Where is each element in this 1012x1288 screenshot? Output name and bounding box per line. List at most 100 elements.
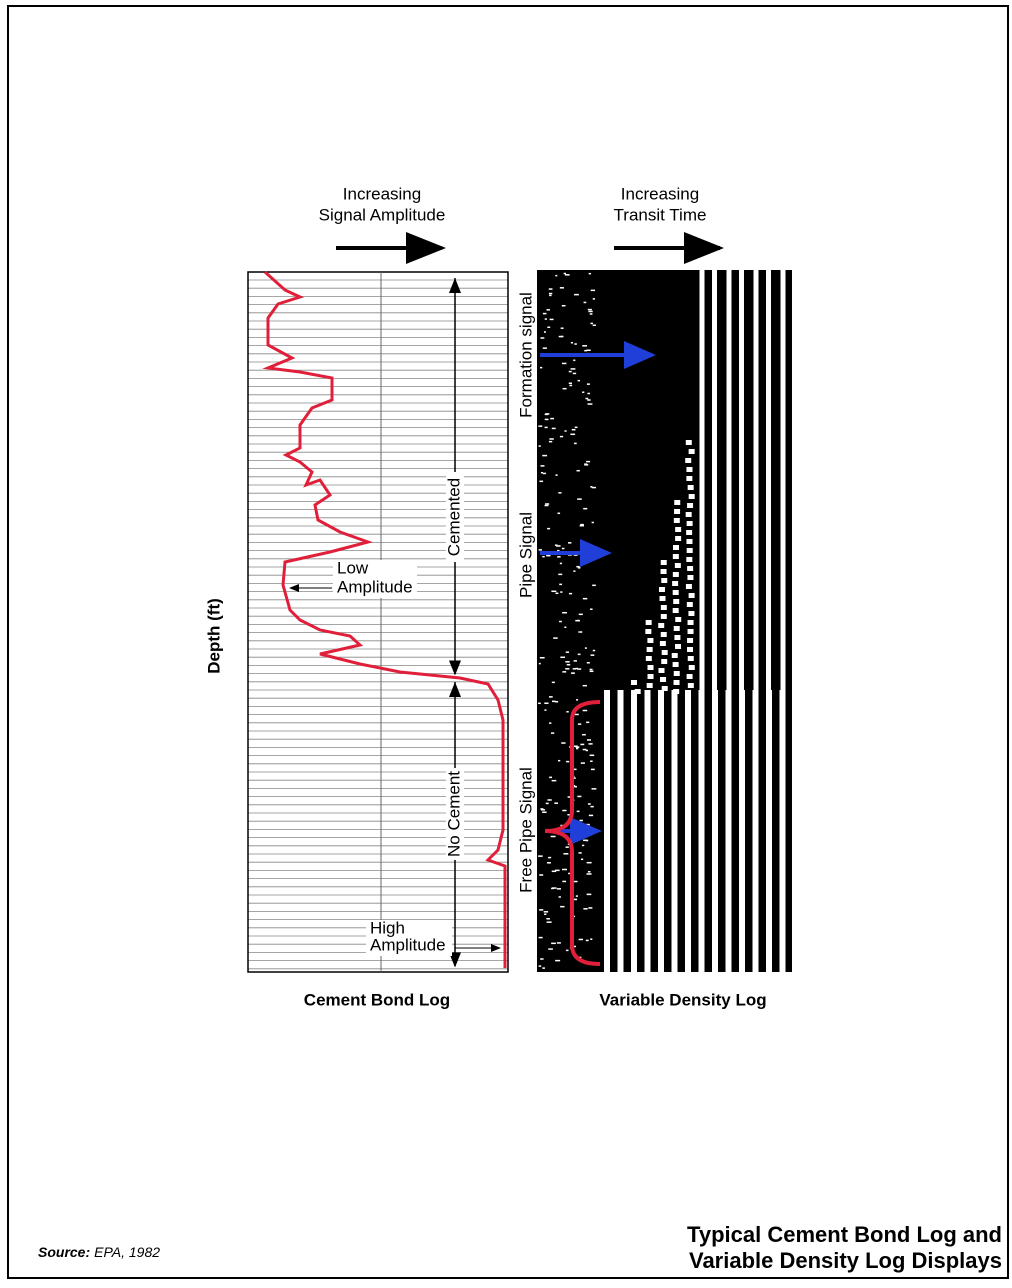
vdl-speck xyxy=(593,298,595,300)
vdl-speck xyxy=(549,696,553,698)
vdl-speck xyxy=(549,441,552,443)
vdl-speck xyxy=(581,859,583,861)
vdl-speck xyxy=(560,287,564,289)
vdl-dash xyxy=(674,680,680,685)
vdl-speck xyxy=(583,908,587,910)
vdl-speck xyxy=(576,748,578,750)
vdl-dash xyxy=(686,467,692,472)
vdl-speck xyxy=(571,672,575,674)
vdl-speck xyxy=(587,393,590,395)
vdl-speck xyxy=(560,906,564,908)
vdl-speck xyxy=(571,342,573,344)
vdl-speck xyxy=(539,549,542,551)
vdl-speck xyxy=(593,650,595,652)
vdl-speck xyxy=(592,788,597,790)
vdl-speck xyxy=(539,874,543,876)
vdl-speck xyxy=(577,668,581,670)
caption: Cement Bond Log xyxy=(304,990,450,1009)
vdl-speck xyxy=(552,682,555,684)
vdl-speck xyxy=(578,723,581,725)
vdl-speck xyxy=(544,709,546,711)
vdl-dash xyxy=(687,548,693,553)
vdl-speck xyxy=(543,313,547,315)
vdl-speck xyxy=(569,385,572,387)
vdl-speck xyxy=(566,950,568,952)
vdl-dash xyxy=(688,485,694,490)
axis-label: Depth (ft) xyxy=(204,598,223,674)
vdl-speck xyxy=(538,703,541,705)
vdl-speck xyxy=(588,871,591,873)
vdl-dash xyxy=(647,683,653,688)
diagram: Increasing Signal Amplitude Increasing T… xyxy=(0,0,1012,1283)
vdl-speck xyxy=(557,513,560,515)
vdl-speck xyxy=(555,701,558,703)
vdl-stripe xyxy=(712,270,717,690)
vdl-stripe xyxy=(727,270,732,690)
vdl-speck xyxy=(563,388,567,390)
vdl-speck xyxy=(562,305,566,307)
vdl-speck xyxy=(545,503,549,505)
vdl-speck xyxy=(542,455,547,457)
vdl-speck xyxy=(585,647,587,649)
vdl-speck xyxy=(558,574,562,576)
vdl-speck xyxy=(560,591,562,593)
vdl-speck xyxy=(579,939,583,941)
vdl-dash xyxy=(647,638,653,643)
vdl-dash xyxy=(673,608,679,613)
vdl-stripe xyxy=(753,690,759,972)
vdl-speck xyxy=(583,749,587,751)
vdl-speck xyxy=(587,399,590,401)
vdl-speck xyxy=(542,811,546,813)
vdl-speck xyxy=(559,584,562,586)
header-text: Signal Amplitude xyxy=(319,205,446,224)
vdl-speck xyxy=(575,714,579,716)
vdl-speck xyxy=(577,796,581,798)
vdl-speck xyxy=(584,302,587,304)
vdl-dash xyxy=(675,644,681,649)
vdl-stripe xyxy=(739,690,745,972)
vdl-speck xyxy=(548,948,553,950)
vdl-speck xyxy=(590,806,593,808)
vdl-dash xyxy=(686,557,692,562)
vdl-speck xyxy=(543,473,546,475)
vdl-speck xyxy=(586,840,589,842)
vdl-dash xyxy=(689,593,695,598)
vdl-speck xyxy=(582,345,587,347)
vdl-speck xyxy=(586,940,589,942)
vdl-speck xyxy=(552,887,557,889)
vdl-speck xyxy=(550,319,554,321)
vdl-stripe xyxy=(645,690,651,972)
page: {"header": {"left_top": "Increasing", "l… xyxy=(0,0,1012,1283)
vdl-speck xyxy=(547,862,551,864)
vdl-speck xyxy=(569,593,572,595)
vdl-speck xyxy=(560,563,562,565)
vdl-speck xyxy=(539,445,541,447)
vdl-speck xyxy=(564,430,566,432)
vdl-speck xyxy=(560,436,563,438)
vdl-speck xyxy=(543,347,547,349)
vdl-speck xyxy=(587,862,592,864)
vdl-dash xyxy=(673,554,679,559)
vdl-speck xyxy=(538,425,542,427)
vdl-speck xyxy=(583,710,588,712)
vdl-speck xyxy=(590,313,593,315)
vdl-speck xyxy=(551,732,554,734)
vdl-speck xyxy=(564,627,566,629)
vdl-dash xyxy=(645,629,651,634)
vdl-speck xyxy=(545,427,548,429)
vdl-speck xyxy=(573,668,576,670)
vdl-speck xyxy=(590,755,592,757)
vdl-speck xyxy=(591,290,595,292)
vdl-speck xyxy=(574,660,577,662)
vdl-speck xyxy=(589,273,591,275)
vdl-speck xyxy=(573,839,576,841)
vdl-speck xyxy=(576,566,579,568)
vdl-dash xyxy=(689,449,695,454)
vdl-speck xyxy=(581,762,585,764)
vdl-panel xyxy=(537,270,792,972)
vdl-dash xyxy=(686,440,692,445)
vdl-speck xyxy=(555,474,557,476)
vdl-dash xyxy=(673,689,679,694)
vdl-speck xyxy=(587,662,590,664)
vdl-speck xyxy=(549,722,551,724)
